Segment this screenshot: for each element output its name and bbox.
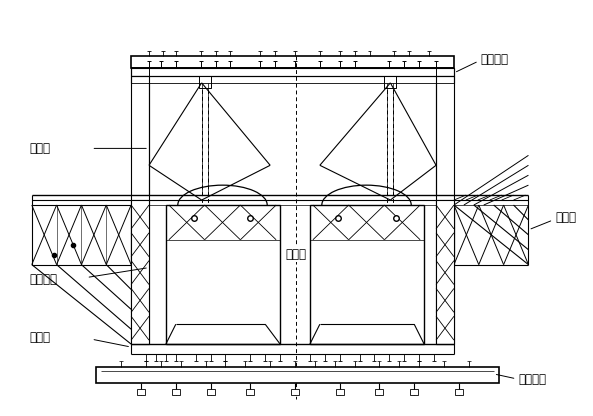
- Bar: [166, 205, 280, 344]
- Text: 前下横梁: 前下横梁: [518, 373, 547, 386]
- Bar: [199, 332, 211, 344]
- Text: 外模系统: 外模系统: [30, 273, 58, 286]
- Bar: [137, 389, 145, 395]
- Bar: [131, 68, 454, 76]
- Bar: [436, 200, 454, 344]
- Bar: [336, 389, 344, 395]
- Bar: [96, 367, 499, 383]
- Text: 内导梁: 内导梁: [285, 248, 307, 261]
- Bar: [375, 389, 384, 395]
- Text: 外导梁: 外导梁: [555, 211, 576, 225]
- Bar: [384, 76, 396, 88]
- Bar: [246, 389, 254, 395]
- Bar: [206, 389, 215, 395]
- Bar: [172, 389, 180, 395]
- Bar: [310, 205, 424, 344]
- Bar: [455, 389, 463, 395]
- Bar: [410, 389, 418, 395]
- Bar: [384, 332, 396, 344]
- Text: 前上横梁: 前上横梁: [481, 52, 509, 65]
- Bar: [199, 76, 211, 88]
- Bar: [131, 56, 454, 68]
- Text: 底纵梁: 底纵梁: [30, 331, 51, 344]
- Bar: [131, 76, 149, 344]
- Bar: [291, 389, 299, 395]
- Bar: [436, 76, 454, 344]
- Text: 菱形架: 菱形架: [30, 142, 51, 155]
- Bar: [131, 200, 149, 344]
